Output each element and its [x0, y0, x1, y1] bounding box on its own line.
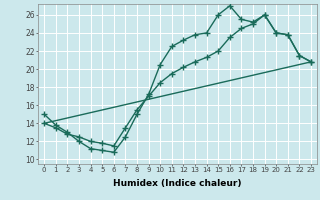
X-axis label: Humidex (Indice chaleur): Humidex (Indice chaleur) [113, 179, 242, 188]
